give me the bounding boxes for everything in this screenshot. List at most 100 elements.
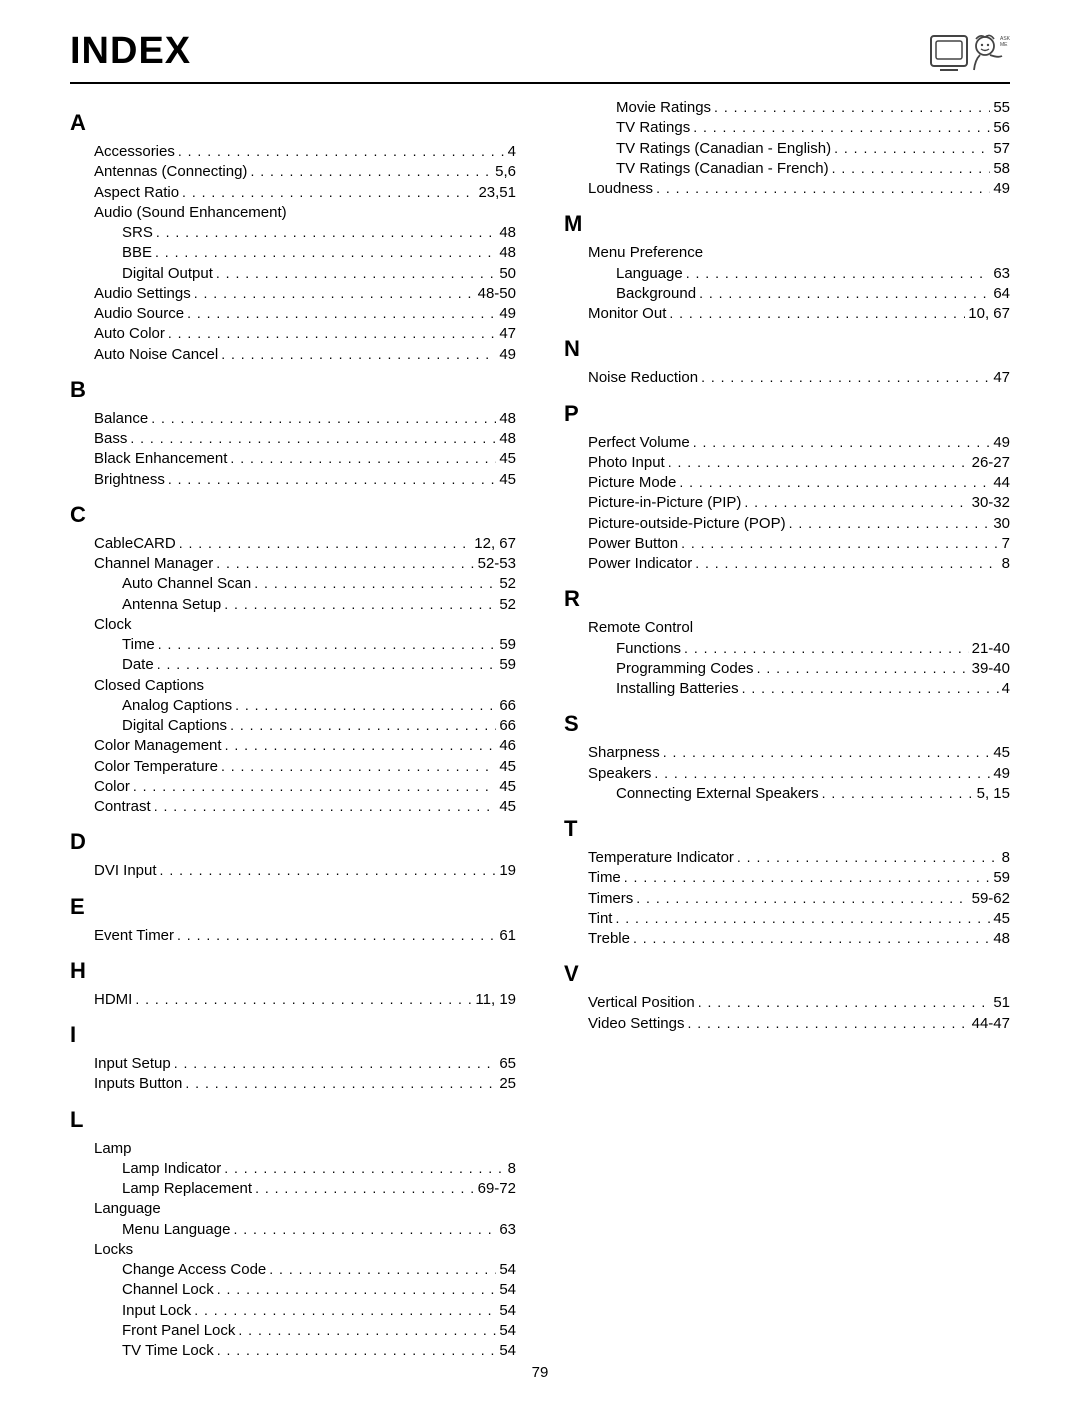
index-entry: Color45 bbox=[94, 777, 516, 797]
index-entry: Photo Input26-27 bbox=[588, 453, 1010, 473]
entry-page: 49 bbox=[993, 433, 1010, 453]
entry-page: 48 bbox=[499, 409, 516, 429]
entry-page: 46 bbox=[499, 736, 516, 756]
entry-label: Noise Reduction bbox=[588, 368, 698, 388]
index-entry: Remote Control bbox=[588, 618, 1010, 638]
entry-label: TV Ratings (Canadian - French) bbox=[616, 159, 829, 179]
entry-label: CableCARD bbox=[94, 534, 176, 554]
entry-label: Background bbox=[616, 284, 696, 304]
entry-page: 45 bbox=[499, 470, 516, 490]
entry-page: 45 bbox=[499, 777, 516, 797]
index-entry: CableCARD 12, 67 bbox=[94, 534, 516, 554]
entry-page: 61 bbox=[499, 926, 516, 946]
leader-dots bbox=[615, 909, 990, 929]
entry-page: 59-62 bbox=[972, 889, 1010, 909]
leader-dots bbox=[233, 1220, 496, 1240]
section-letter: L bbox=[70, 1107, 516, 1133]
ask-me-logo: ASK ME bbox=[930, 30, 1010, 78]
entries-group: Perfect Volume 49Photo Input26-27Picture … bbox=[564, 433, 1010, 575]
entry-label: Lamp bbox=[94, 1139, 132, 1159]
index-entry: Programming Codes39-40 bbox=[588, 659, 1010, 679]
entry-label: Picture Mode bbox=[588, 473, 676, 493]
leader-dots bbox=[698, 993, 991, 1013]
leader-dots bbox=[154, 797, 497, 817]
leader-dots bbox=[194, 284, 475, 304]
leader-dots bbox=[230, 716, 496, 736]
leader-dots bbox=[194, 1301, 496, 1321]
index-entry: Time59 bbox=[94, 635, 516, 655]
entry-label: Audio Settings bbox=[94, 284, 191, 304]
leader-dots bbox=[133, 777, 496, 797]
entry-label: Closed Captions bbox=[94, 676, 204, 696]
index-entry: Aspect Ratio23,51 bbox=[94, 183, 516, 203]
entry-label: Analog Captions bbox=[122, 696, 232, 716]
leader-dots bbox=[695, 554, 998, 574]
entry-page: 50 bbox=[499, 264, 516, 284]
leader-dots bbox=[178, 142, 505, 162]
entry-label: Language bbox=[94, 1199, 161, 1219]
entries-group: Noise Reduction47 bbox=[564, 368, 1010, 388]
leader-dots bbox=[663, 743, 991, 763]
entry-label: Treble bbox=[588, 929, 630, 949]
index-entry: Vertical Position51 bbox=[588, 993, 1010, 1013]
leader-dots bbox=[225, 736, 497, 756]
index-entry: Analog Captions66 bbox=[94, 696, 516, 716]
leader-dots bbox=[216, 264, 496, 284]
index-entry: Video Settings44-47 bbox=[588, 1014, 1010, 1034]
header: Index ASK ME bbox=[70, 30, 1010, 84]
svg-text:ME: ME bbox=[1000, 42, 1008, 48]
index-entry: Speakers49 bbox=[588, 764, 1010, 784]
index-entry: Time59 bbox=[588, 868, 1010, 888]
index-entry: Monitor Out10, 67 bbox=[588, 304, 1010, 324]
section-letter: M bbox=[564, 211, 1010, 237]
entry-label: Digital Output bbox=[122, 264, 213, 284]
entry-label: Perfect Volume bbox=[588, 433, 690, 453]
entry-label: Auto Color bbox=[94, 324, 165, 344]
section-letter: E bbox=[70, 894, 516, 920]
index-entry: Menu Language63 bbox=[94, 1220, 516, 1240]
index-entry: Tint45 bbox=[588, 909, 1010, 929]
index-entry: Movie Ratings55 bbox=[588, 98, 1010, 118]
entries-group: Vertical Position51Video Settings44-47 bbox=[564, 993, 1010, 1034]
entry-label: Lamp Replacement bbox=[122, 1179, 252, 1199]
leader-dots bbox=[230, 449, 496, 469]
leader-dots bbox=[151, 409, 496, 429]
entry-label: Connecting External Speakers bbox=[616, 784, 819, 804]
leader-dots bbox=[757, 659, 969, 679]
entry-label: Functions bbox=[616, 639, 681, 659]
leader-dots bbox=[255, 1179, 475, 1199]
entry-page: 45 bbox=[993, 909, 1010, 929]
entry-page: 47 bbox=[499, 324, 516, 344]
entry-page: 25 bbox=[499, 1074, 516, 1094]
entry-label: Balance bbox=[94, 409, 148, 429]
leader-dots bbox=[742, 679, 999, 699]
entry-page: 21-40 bbox=[972, 639, 1010, 659]
section-letter: N bbox=[564, 336, 1010, 362]
entry-label: Monitor Out bbox=[588, 304, 666, 324]
index-entry: Noise Reduction47 bbox=[588, 368, 1010, 388]
entry-label: Video Settings bbox=[588, 1014, 684, 1034]
leader-dots bbox=[737, 848, 999, 868]
leader-dots bbox=[636, 889, 968, 909]
index-entry: Locks bbox=[94, 1240, 516, 1260]
section-letter: H bbox=[70, 958, 516, 984]
leader-dots bbox=[669, 304, 965, 324]
index-entry: Front Panel Lock54 bbox=[94, 1321, 516, 1341]
entry-page: 4 bbox=[1002, 679, 1010, 699]
index-entry: Loudness49 bbox=[588, 179, 1010, 199]
leader-dots bbox=[656, 179, 990, 199]
leader-dots bbox=[221, 345, 496, 365]
entries-group: Input Setup65Inputs Button25 bbox=[70, 1054, 516, 1095]
entry-page: 49 bbox=[499, 345, 516, 365]
leader-dots bbox=[789, 514, 991, 534]
index-entry: Audio (Sound Enhancement) bbox=[94, 203, 516, 223]
index-entry: Picture-in-Picture (PIP)30-32 bbox=[588, 493, 1010, 513]
entry-page: 5, 15 bbox=[977, 784, 1010, 804]
leader-dots bbox=[693, 433, 991, 453]
leader-dots bbox=[701, 368, 990, 388]
index-column-right: Movie Ratings55TV Ratings56 TV Ratings (C… bbox=[564, 98, 1010, 1361]
index-entry: TV Ratings56 bbox=[588, 118, 1010, 138]
leader-dots bbox=[217, 1341, 497, 1361]
entry-page: 12, 67 bbox=[474, 534, 516, 554]
entry-label: Programming Codes bbox=[616, 659, 754, 679]
